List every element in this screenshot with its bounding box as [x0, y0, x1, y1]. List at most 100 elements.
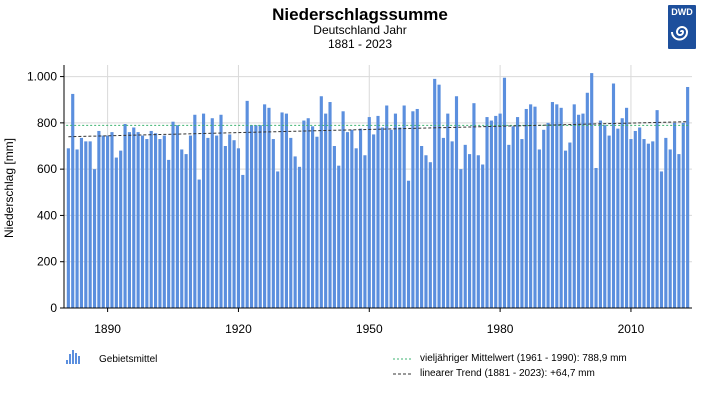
legend-bars-label: Gebietsmittel: [99, 354, 158, 365]
bar: [215, 135, 219, 308]
bar: [411, 111, 415, 309]
legend-icons: [66, 350, 412, 375]
bar: [393, 113, 398, 308]
bar: [450, 141, 454, 308]
bar: [664, 137, 668, 308]
bar: [489, 120, 493, 309]
bar: [249, 125, 254, 309]
bar: [598, 120, 602, 309]
bar: [280, 112, 284, 308]
x-tick-label: 1950: [356, 322, 383, 336]
bar: [345, 132, 350, 308]
trend-line: [68, 121, 688, 138]
bar: [620, 118, 624, 308]
bar: [324, 113, 328, 308]
bar: [542, 129, 546, 308]
bar: [180, 149, 184, 308]
bar: [171, 121, 175, 308]
bar: [454, 96, 459, 308]
bar: [642, 139, 646, 308]
bar: [472, 103, 476, 308]
bar: [546, 122, 550, 308]
bar: [114, 157, 118, 308]
bar: [337, 165, 341, 308]
dwd-logo: DWD: [668, 5, 696, 49]
bar: [84, 141, 88, 308]
bar: [311, 126, 315, 308]
bar: [132, 127, 136, 308]
bar: [184, 154, 188, 308]
logo-text: DWD: [671, 7, 693, 17]
bar: [110, 132, 114, 308]
bar: [149, 130, 153, 308]
bar: [481, 164, 485, 308]
bar: [154, 133, 158, 308]
axes: 0 200 400 600 800 1.000 1890 1920 1950 1980 2010: [27, 65, 692, 336]
bar: [616, 128, 620, 308]
bar: [127, 132, 131, 308]
x-tick-label: 2010: [618, 322, 645, 336]
bar: [485, 117, 489, 308]
bar: [71, 93, 75, 308]
y-tick-label: 600: [37, 162, 57, 176]
bar: [568, 142, 572, 308]
bar: [158, 139, 162, 308]
bar: [498, 113, 502, 308]
bar: [577, 114, 581, 308]
bar: [167, 159, 171, 308]
bar: [646, 143, 650, 308]
bar: [332, 146, 336, 308]
bar: [446, 113, 450, 308]
bar: [415, 108, 419, 308]
bar: [66, 148, 70, 308]
bar: [376, 115, 380, 309]
bar: [437, 84, 441, 309]
chart-subtitle: Deutschland Jahr: [313, 23, 407, 37]
bar: [402, 105, 406, 308]
bar: [297, 166, 302, 308]
bar: [241, 174, 245, 308]
bar: [463, 144, 467, 308]
x-tick-label: 1920: [225, 322, 252, 336]
bar: [315, 136, 319, 308]
bar: [101, 135, 105, 308]
legend-bars-icon: [66, 350, 80, 364]
bar: [398, 127, 402, 308]
bar: [123, 124, 127, 308]
bar: [502, 77, 507, 308]
legend-mean-label: vieljähriger Mittelwert (1961 - 1990): 7…: [420, 353, 627, 364]
bar: [258, 125, 262, 309]
bar: [188, 135, 193, 308]
bar: [140, 135, 145, 308]
bar: [372, 134, 376, 308]
bar: [468, 154, 472, 308]
bar: [594, 167, 598, 308]
bar: [328, 102, 332, 309]
bar: [245, 100, 249, 308]
bar: [389, 129, 393, 308]
bar: [572, 104, 576, 308]
x-tick-label: 1980: [487, 322, 514, 336]
bar: [119, 150, 123, 308]
bar: [306, 118, 310, 308]
chart-title: Niederschlagssumme: [272, 5, 448, 24]
x-tick-label: 1890: [94, 322, 121, 336]
bars: [66, 73, 690, 309]
bar: [201, 113, 206, 308]
bar: [533, 106, 537, 309]
bar: [302, 120, 306, 309]
bar: [236, 148, 241, 308]
bar: [668, 149, 672, 308]
y-tick-label: 1.000: [27, 70, 57, 84]
bar: [563, 150, 568, 308]
bar: [494, 115, 498, 309]
bar: [219, 114, 223, 308]
bar: [232, 140, 236, 308]
bar: [651, 141, 655, 308]
bar: [254, 125, 258, 309]
bar: [681, 122, 685, 308]
bar: [424, 155, 428, 308]
y-tick-label: 0: [50, 301, 57, 315]
bar: [97, 130, 101, 308]
bar: [672, 122, 677, 308]
